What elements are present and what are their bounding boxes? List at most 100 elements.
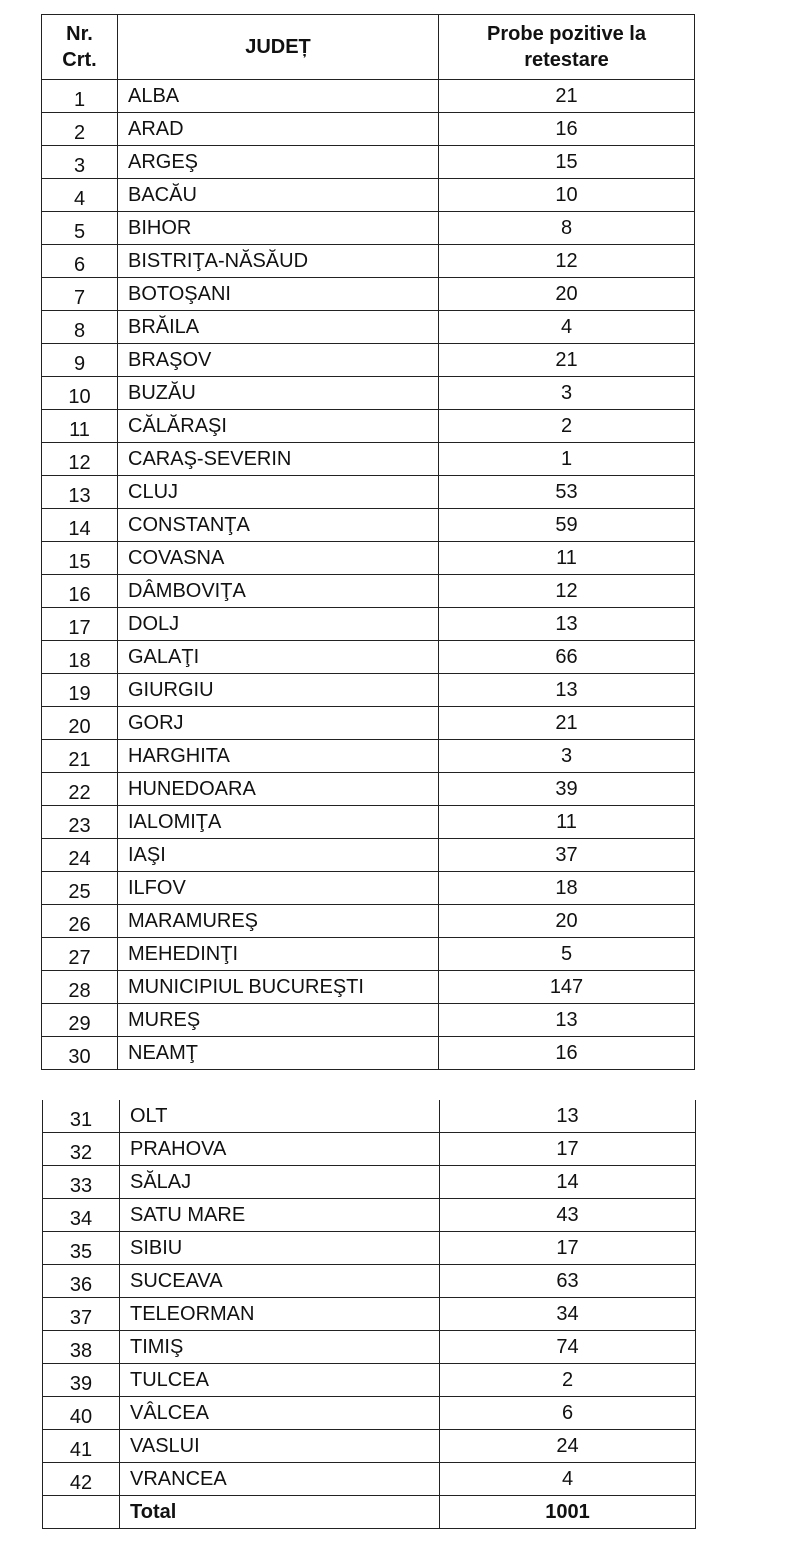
- row-county: ARAD: [117, 112, 439, 146]
- table-row: 4 BACĂU 10: [41, 178, 695, 212]
- table-row: 11 CĂLĂRAŞI 2: [41, 409, 695, 443]
- table-row: 8 BRĂILA 4: [41, 310, 695, 344]
- row-county: NEAMŢ: [117, 1036, 439, 1070]
- row-positive-count: 6: [439, 1396, 696, 1430]
- row-positive-count: 24: [439, 1429, 696, 1463]
- row-county: MEHEDINŢI: [117, 937, 439, 971]
- row-positive-count: 8: [438, 211, 695, 245]
- row-positive-count: 16: [438, 112, 695, 146]
- row-positive-count: 39: [438, 772, 695, 806]
- row-number: 20: [41, 706, 118, 740]
- row-county: BUZĂU: [117, 376, 439, 410]
- table-row: 29 MUREŞ 13: [41, 1003, 695, 1037]
- row-positive-count: 5: [438, 937, 695, 971]
- row-number: 14: [41, 508, 118, 542]
- row-county: PRAHOVA: [119, 1132, 440, 1166]
- row-county: BRAŞOV: [117, 343, 439, 377]
- row-number: 21: [41, 739, 118, 773]
- row-county: VÂLCEA: [119, 1396, 440, 1430]
- table-row: 20 GORJ 21: [41, 706, 695, 740]
- row-county: IAŞI: [117, 838, 439, 872]
- row-number: 25: [41, 871, 118, 905]
- table-row: 32 PRAHOVA 17: [42, 1132, 696, 1166]
- row-number: 39: [42, 1363, 120, 1397]
- row-number: 9: [41, 343, 118, 377]
- table-row: 28 MUNICIPIUL BUCUREŞTI 147: [41, 970, 695, 1004]
- row-number: 30: [41, 1036, 118, 1070]
- row-number: 31: [42, 1100, 120, 1133]
- row-positive-count: 53: [438, 475, 695, 509]
- row-number: 8: [41, 310, 118, 344]
- table-row: 30 NEAMŢ 16: [41, 1036, 695, 1070]
- row-county: BRĂILA: [117, 310, 439, 344]
- header-nr-crt: Nr. Crt.: [41, 14, 118, 80]
- row-number: 40: [42, 1396, 120, 1430]
- table-row: 27 MEHEDINŢI 5: [41, 937, 695, 971]
- table-row: 24 IAŞI 37: [41, 838, 695, 872]
- table-row: 18 GALAŢI 66: [41, 640, 695, 674]
- row-county: GALAŢI: [117, 640, 439, 674]
- table-row: 13 CLUJ 53: [41, 475, 695, 509]
- table-row: 39 TULCEA 2: [42, 1363, 696, 1397]
- row-positive-count: 63: [439, 1264, 696, 1298]
- table-row: 12 CARAŞ-SEVERIN 1: [41, 442, 695, 476]
- row-county: HARGHITA: [117, 739, 439, 773]
- row-number: 34: [42, 1198, 120, 1232]
- row-county: ALBA: [117, 79, 439, 113]
- row-county: MUNICIPIUL BUCUREŞTI: [117, 970, 439, 1004]
- row-county: BIHOR: [117, 211, 439, 245]
- row-number: 41: [42, 1429, 120, 1463]
- row-positive-count: 4: [438, 310, 695, 344]
- table-row: 9 BRAŞOV 21: [41, 343, 695, 377]
- row-number: 7: [41, 277, 118, 311]
- row-number: 33: [42, 1165, 120, 1199]
- table-row: 34 SATU MARE 43: [42, 1198, 696, 1232]
- row-positive-count: 3: [438, 739, 695, 773]
- row-county: SIBIU: [119, 1231, 440, 1265]
- table-row: 40 VÂLCEA 6: [42, 1396, 696, 1430]
- row-positive-count: 4: [439, 1462, 696, 1496]
- table-row: 31 OLT 13: [42, 1100, 696, 1133]
- row-number: 2: [41, 112, 118, 146]
- header-probe-line2: retestare: [524, 49, 609, 71]
- row-positive-count: 11: [438, 805, 695, 839]
- row-number: 6: [41, 244, 118, 278]
- row-number: 37: [42, 1297, 120, 1331]
- table-row: 19 GIURGIU 13: [41, 673, 695, 707]
- row-number: 38: [42, 1330, 120, 1364]
- row-number: 27: [41, 937, 118, 971]
- row-positive-count: 18: [438, 871, 695, 905]
- table-row: 22 HUNEDOARA 39: [41, 772, 695, 806]
- row-number: 23: [41, 805, 118, 839]
- row-county: IALOMIŢA: [117, 805, 439, 839]
- row-positive-count: 17: [439, 1231, 696, 1265]
- row-number: 24: [41, 838, 118, 872]
- table-row: 26 MARAMUREŞ 20: [41, 904, 695, 938]
- table-row: 2 ARAD 16: [41, 112, 695, 146]
- row-positive-count: 34: [439, 1297, 696, 1331]
- header-crt: Crt.: [62, 49, 97, 71]
- header-probe: Probe pozitive la retestare: [438, 14, 695, 80]
- header-probe-line1: Probe pozitive la: [487, 23, 646, 45]
- row-county: MUREŞ: [117, 1003, 439, 1037]
- row-number: 28: [41, 970, 118, 1004]
- total-label: Total: [119, 1495, 440, 1529]
- row-county: ILFOV: [117, 871, 439, 905]
- row-positive-count: 14: [439, 1165, 696, 1199]
- row-positive-count: 1: [438, 442, 695, 476]
- row-county: SUCEAVA: [119, 1264, 440, 1298]
- table-row: 25 ILFOV 18: [41, 871, 695, 905]
- table-row: 21 HARGHITA 3: [41, 739, 695, 773]
- row-county: TIMIŞ: [119, 1330, 440, 1364]
- row-number: 42: [42, 1462, 120, 1496]
- row-county: COVASNA: [117, 541, 439, 575]
- row-number: 13: [41, 475, 118, 509]
- table-row: 37 TELEORMAN 34: [42, 1297, 696, 1331]
- table-row: 7 BOTOŞANI 20: [41, 277, 695, 311]
- row-county: TELEORMAN: [119, 1297, 440, 1331]
- row-number: 19: [41, 673, 118, 707]
- row-county: CARAŞ-SEVERIN: [117, 442, 439, 476]
- table-row: 38 TIMIŞ 74: [42, 1330, 696, 1364]
- row-positive-count: 21: [438, 706, 695, 740]
- total-row: Total 1001: [42, 1495, 696, 1529]
